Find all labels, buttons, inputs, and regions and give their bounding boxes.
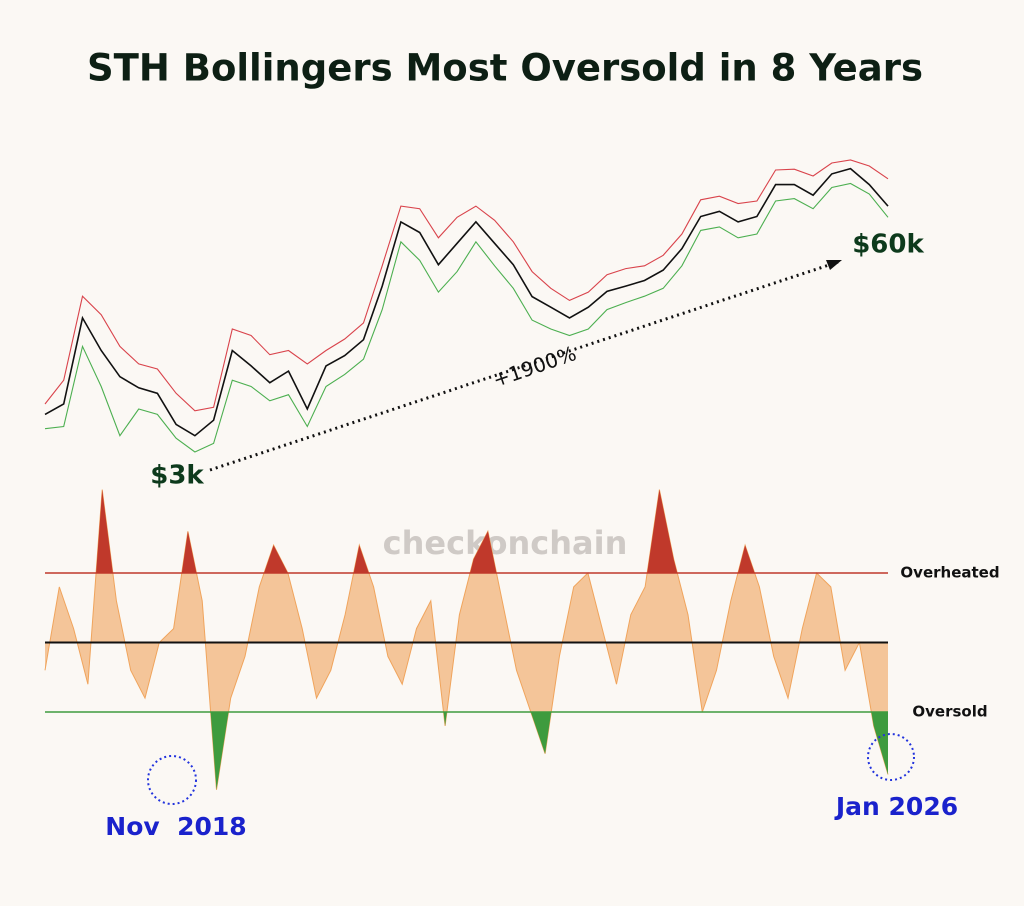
end-label: $60k: [852, 230, 924, 260]
highlight-circle: [867, 733, 915, 781]
chart-title: STH Bollingers Most Oversold in 8 Years: [87, 47, 923, 90]
date-label: Nov 2018: [105, 812, 246, 841]
date-label: Jan 2026: [834, 792, 958, 821]
overheated-area: [96, 489, 817, 573]
band-line: [44, 182, 889, 453]
watermark: checkonchain: [383, 524, 628, 562]
arrow-line: [209, 260, 839, 472]
level-label: Oversold: [912, 703, 987, 721]
oscillator-area: [45, 489, 888, 790]
level-label: Overheated: [900, 564, 999, 582]
band-line: [44, 159, 889, 412]
price-line: [44, 167, 889, 437]
start-label: $3k: [150, 461, 204, 491]
highlight-circle: [147, 755, 197, 805]
price-panel: [44, 159, 889, 453]
arrow-head: [826, 260, 842, 270]
oscillator: Overheated Oversold: [44, 489, 1000, 790]
